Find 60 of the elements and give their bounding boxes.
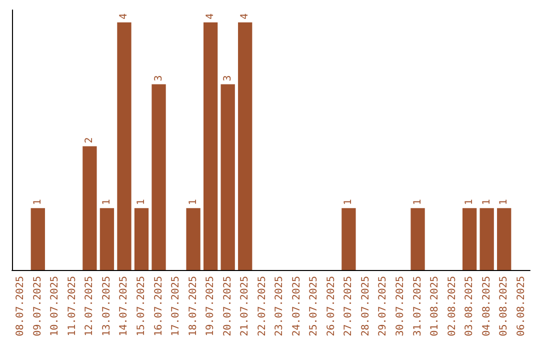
x-tick-label: 28.07.2025 [360,276,372,336]
x-tick-label: 27.07.2025 [343,276,354,336]
bar [203,22,218,270]
x-tick-label: 10.07.2025 [50,276,61,336]
data-label: 4 [118,13,130,20]
data-label: 1 [101,199,112,206]
data-label: 4 [205,13,216,20]
bar [134,208,149,270]
x-tick-label: 06.08.2025 [516,276,527,336]
x-tick-label: 16.07.2025 [153,276,164,336]
x-tick-label: 25.07.2025 [308,276,320,336]
x-tick-label: 21.07.2025 [240,276,251,336]
x-tick-label: 26.07.2025 [326,276,337,336]
x-tick-label: 31.07.2025 [412,276,424,336]
x-tick-label: 20.07.2025 [222,276,234,336]
data-label: 1 [412,199,424,206]
data-label: 1 [498,199,510,206]
x-tick-label: 08.07.2025 [15,276,26,336]
x-tick-label: 03.08.2025 [464,276,476,336]
bar [30,208,45,270]
x-tick-label: 13.07.2025 [101,276,112,336]
bar [410,208,425,270]
x-tick-label: 29.07.2025 [378,276,389,336]
bar [186,208,200,270]
x-tick-label: 01.08.2025 [430,276,441,336]
data-label: 1 [481,199,492,206]
x-tick-label: 15.07.2025 [136,276,147,336]
bar [342,208,356,270]
data-label: 1 [464,199,476,206]
x-tick-label: 12.07.2025 [84,276,96,336]
x-tick-label: 05.08.2025 [498,276,510,336]
bar [100,208,114,270]
x-tick-label: 02.08.2025 [446,276,458,336]
data-label: 3 [222,75,234,82]
x-tick-label: 18.07.2025 [188,276,199,336]
bar [497,208,512,270]
x-tick-label: 24.07.2025 [291,276,302,336]
x-tick-label: 11.07.2025 [66,276,78,336]
x-tick-label: 23.07.2025 [274,276,286,336]
x-tick-label: 04.08.2025 [481,276,492,336]
bar [480,208,494,270]
data-label: 4 [240,13,251,20]
x-tick-label: 22.07.2025 [256,276,268,336]
data-label: 1 [32,199,44,206]
x-tick-label: 19.07.2025 [205,276,216,336]
x-tick-label: 30.07.2025 [395,276,406,336]
bar [82,146,97,270]
data-label: 1 [188,199,199,206]
data-label: 2 [84,137,96,144]
data-label: 1 [343,199,354,206]
x-tick-label: 17.07.2025 [170,276,182,336]
x-tick-label: 09.07.2025 [32,276,44,336]
data-label: 1 [136,199,147,206]
x-tick-label: 14.07.2025 [118,276,130,336]
data-label: 3 [153,75,164,82]
bar [238,22,252,270]
bar [152,84,166,270]
bar [117,22,132,270]
bar [220,84,235,270]
bar [462,208,477,270]
